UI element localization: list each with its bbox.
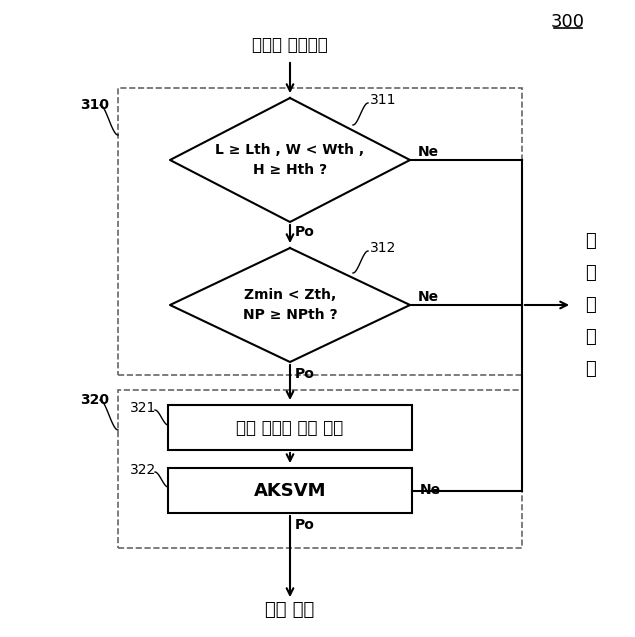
Text: 300: 300 bbox=[551, 13, 585, 31]
Text: 322: 322 bbox=[130, 463, 156, 477]
Text: 비
도
로
경
계: 비 도 로 경 계 bbox=[585, 232, 596, 378]
Bar bbox=[168, 405, 412, 450]
Text: Ne: Ne bbox=[418, 290, 439, 304]
Bar bbox=[118, 390, 522, 548]
Text: 320: 320 bbox=[80, 393, 109, 407]
Text: L ≥ Lth , W < Wth ,
H ≥ Hth ?: L ≥ Lth , W < Wth , H ≥ Hth ? bbox=[215, 143, 364, 177]
Text: Zmin < Zth,
NP ≥ NPth ?: Zmin < Zth, NP ≥ NPth ? bbox=[243, 288, 337, 322]
Text: 312: 312 bbox=[370, 241, 396, 255]
Text: 310: 310 bbox=[80, 98, 109, 112]
Bar bbox=[168, 468, 412, 513]
Text: Po: Po bbox=[295, 225, 315, 239]
Text: 라이다 클러스터: 라이다 클러스터 bbox=[252, 36, 328, 54]
Text: 321: 321 bbox=[130, 401, 156, 415]
Text: 도로 경계: 도로 경계 bbox=[265, 601, 314, 619]
Text: Po: Po bbox=[295, 518, 315, 532]
Text: 부분 공분산 피쳐 추출: 부분 공분산 피쳐 추출 bbox=[236, 419, 344, 436]
Text: 311: 311 bbox=[370, 93, 396, 107]
Text: AKSVM: AKSVM bbox=[254, 482, 326, 499]
Text: Ne: Ne bbox=[420, 483, 441, 497]
Text: Ne: Ne bbox=[418, 145, 439, 159]
Bar bbox=[118, 88, 522, 375]
Text: Po: Po bbox=[295, 367, 315, 381]
